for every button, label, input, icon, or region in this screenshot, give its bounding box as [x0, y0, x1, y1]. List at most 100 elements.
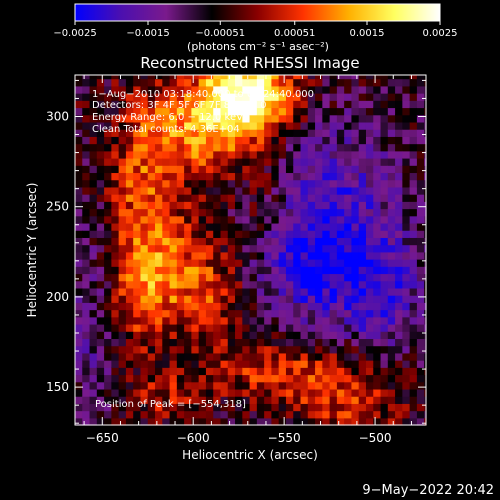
heatmap-cell: [75, 215, 83, 224]
heatmap-cell: [329, 403, 338, 412]
heatmap-cell: [300, 121, 309, 130]
heatmap-cell: [96, 201, 105, 210]
heatmap-cell: [213, 316, 222, 325]
heatmap-cell: [242, 121, 251, 130]
heatmap-cell: [220, 136, 229, 145]
heatmap-cell: [125, 381, 134, 390]
heatmap-cell: [133, 136, 142, 145]
heatmap-cell: [184, 295, 192, 303]
heatmap-cell: [198, 237, 207, 246]
heatmap-cell: [227, 403, 236, 412]
heatmap-cell: [162, 136, 171, 145]
heatmap-cell: [300, 230, 309, 238]
heatmap-cell: [351, 338, 360, 347]
heatmap-cell: [402, 165, 411, 174]
heatmap-cell: [300, 367, 309, 376]
heatmap-cell: [293, 107, 302, 116]
heatmap-cell: [307, 381, 316, 390]
heatmap-cell: [198, 222, 207, 231]
heatmap-cell: [198, 114, 207, 123]
heatmap-cell: [293, 295, 302, 303]
heatmap-cell: [300, 201, 309, 210]
heatmap-cell: [169, 331, 178, 340]
heatmap-cell: [184, 374, 192, 383]
heatmap-cell: [96, 273, 105, 282]
heatmap-cell: [227, 388, 236, 397]
heatmap-cell: [111, 179, 120, 188]
heatmap-cell: [344, 121, 353, 130]
heatmap-cell: [227, 100, 236, 109]
heatmap-cell: [293, 374, 302, 383]
heatmap-cell: [300, 345, 309, 354]
heatmap-cell: [184, 93, 192, 101]
heatmap-cell: [329, 114, 338, 123]
heatmap-cell: [278, 403, 287, 412]
heatmap-cell: [373, 237, 382, 246]
heatmap-cell: [249, 201, 258, 210]
heatmap-cell: [424, 121, 427, 130]
heatmap-cell: [271, 208, 280, 217]
heatmap-cell: [387, 388, 396, 397]
heatmap-cell: [235, 331, 243, 340]
heatmap-cell: [147, 360, 156, 368]
heatmap-cell: [242, 201, 251, 210]
heatmap-cell: [82, 388, 91, 397]
heatmap-cell: [75, 410, 83, 419]
heatmap-cell: [300, 150, 309, 159]
heatmap-cell: [205, 396, 214, 404]
heatmap-cell: [242, 309, 251, 318]
heatmap-cell: [285, 237, 294, 246]
heatmap-cell: [169, 114, 178, 123]
heatmap-cell: [365, 417, 374, 426]
heatmap-cell: [111, 273, 120, 282]
heatmap-cell: [336, 172, 345, 181]
heatmap-cell: [176, 107, 185, 116]
heatmap-cell: [176, 316, 185, 325]
heatmap-cell: [118, 93, 127, 101]
heatmap-cell: [227, 194, 236, 202]
heatmap-cell: [155, 85, 163, 94]
heatmap-cell: [205, 374, 214, 383]
heatmap-cell: [75, 244, 83, 253]
heatmap-cell: [293, 251, 302, 260]
heatmap-cell: [358, 136, 367, 145]
heatmap-cell: [387, 165, 396, 174]
heatmap-cell: [227, 338, 236, 347]
heatmap-cell: [300, 244, 309, 253]
heatmap-cell: [96, 302, 105, 311]
heatmap-cell: [336, 360, 345, 368]
heatmap-cell: [162, 374, 171, 383]
heatmap-cell: [373, 403, 382, 412]
heatmap-cell: [133, 93, 142, 101]
heatmap-cell: [242, 93, 251, 101]
heatmap-cell: [293, 121, 302, 130]
heatmap-cell: [336, 179, 345, 188]
heatmap-cell: [256, 417, 265, 426]
heatmap-cell: [380, 374, 389, 383]
heatmap-cell: [256, 172, 265, 181]
heatmap-cell: [322, 172, 331, 181]
heatmap-cell: [344, 381, 353, 390]
heatmap-cell: [191, 410, 200, 419]
heatmap-cell: [315, 396, 323, 404]
heatmap-cell: [96, 259, 105, 267]
heatmap-cell: [205, 194, 214, 202]
heatmap-cell: [147, 143, 156, 152]
heatmap-cell: [235, 129, 243, 137]
heatmap-cell: [147, 75, 156, 80]
heatmap-cell: [329, 121, 338, 130]
heatmap-cell: [162, 172, 171, 181]
heatmap-cell: [140, 121, 149, 130]
heatmap-cell: [133, 345, 142, 354]
heatmap-cell: [242, 410, 251, 419]
heatmap-cell: [184, 388, 192, 397]
heatmap-cell: [191, 157, 200, 166]
heatmap-cell: [402, 417, 411, 426]
heatmap-cell: [162, 331, 171, 340]
heatmap-cell: [125, 410, 134, 419]
heatmap-cell: [373, 309, 382, 318]
heatmap-cell: [271, 396, 280, 404]
heatmap-cell: [344, 338, 353, 347]
heatmap-cell: [125, 287, 134, 296]
heatmap-cell: [300, 75, 309, 80]
